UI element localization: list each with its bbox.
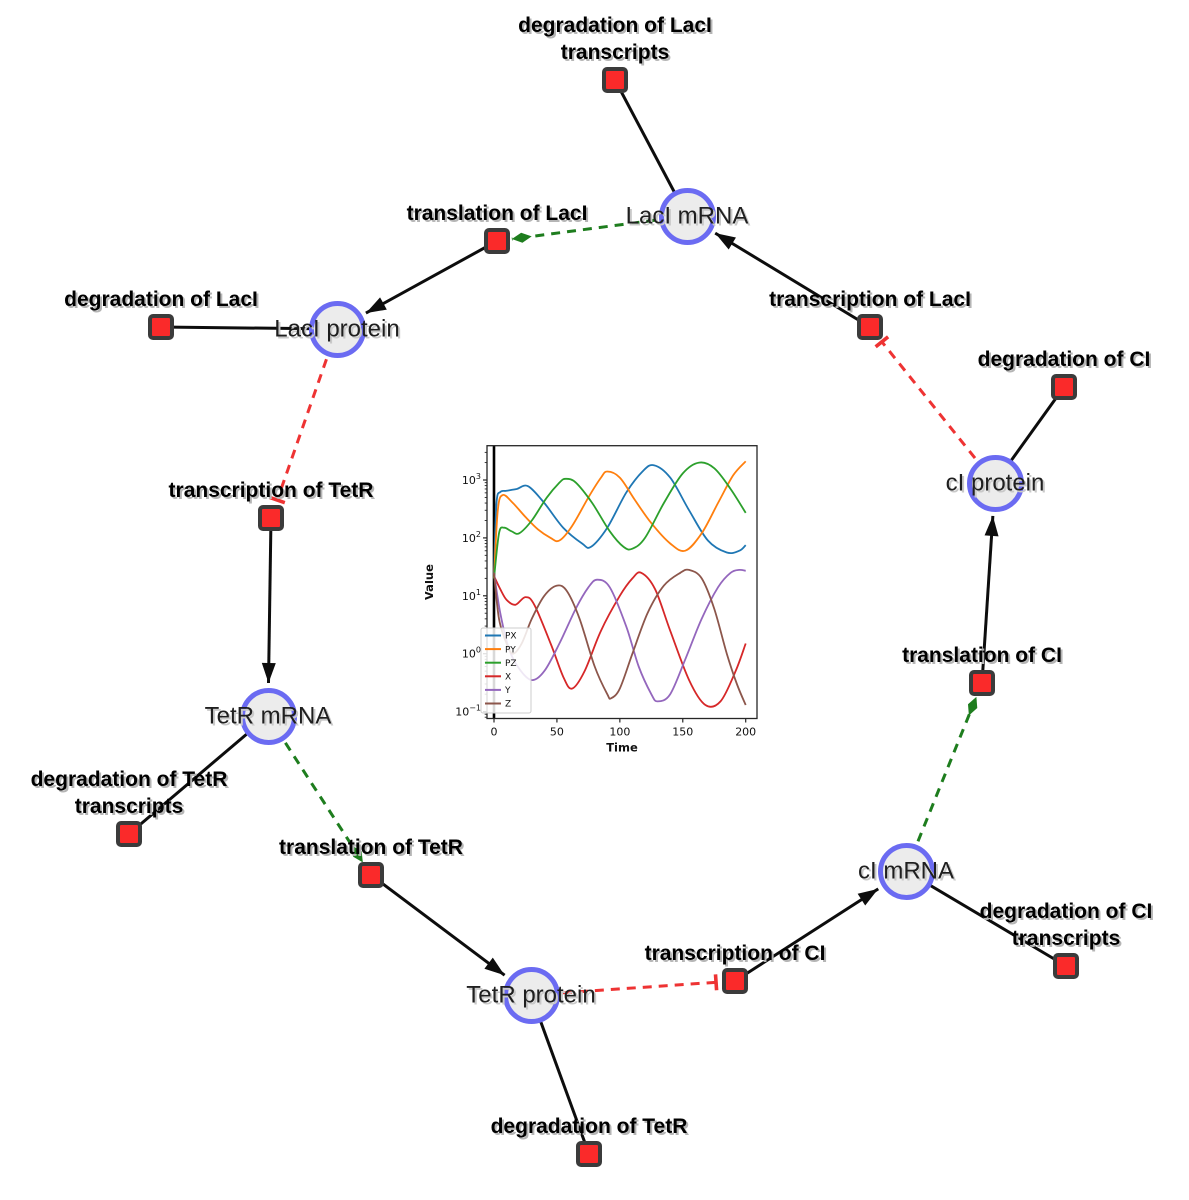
species-label-ci-mrna: cI mRNA: [858, 857, 954, 885]
chart-x-tick-label: 100: [609, 726, 630, 739]
chart-y-tick-label: 103: [462, 472, 481, 487]
species-label-ci-protein: cI protein: [945, 469, 1045, 497]
chart-y-tick-label: 10−1: [455, 704, 481, 719]
chart-y-tick-label: 100: [462, 646, 481, 661]
species-label-laci-mrna: LacI mRNA: [625, 202, 749, 230]
chart-legend-label-PY: PY: [505, 645, 516, 655]
species-node-tetr-protein: [502, 966, 560, 1024]
chart-series-X: [493, 571, 747, 708]
edge-product-translation-ci--ci-protein: [980, 515, 999, 684]
reaction-label-deg-laci-transcripts: degradation of LacI transcripts: [518, 14, 712, 64]
time-series-plot: 0 50 100 150 200 Time 10−1 100 101 102 103 Value PX P…: [425, 445, 758, 755]
edge-reactant-laci-protein--deg-laci: [160, 325, 338, 331]
edge-inhibition-laci-protein--transcription-tetr: [269, 328, 339, 505]
reaction-label-transcription-ci: transcription of CI: [644, 942, 826, 965]
reaction-label-deg-ci-transcripts: degradation of CI transcripts: [979, 900, 1153, 950]
reaction-node-deg-ci-transcripts: [1053, 953, 1079, 979]
chart-x-tick-label: 0: [491, 726, 498, 739]
reaction-label-deg-ci: degradation of CI: [977, 348, 1151, 371]
species-node-laci-mrna: [658, 187, 716, 245]
reaction-node-deg-laci-transcripts: [602, 67, 628, 93]
reaction-label-deg-laci: degradation of LacI: [64, 288, 258, 311]
edge-product-translation-laci--laci-protein: [365, 239, 498, 315]
species-label-tetr-mrna: TetR mRNA: [204, 702, 332, 730]
reaction-node-transcription-laci: [857, 314, 883, 340]
chart-y-tick-label: 101: [462, 588, 481, 603]
reaction-label-translation-laci: translation of LacI: [406, 202, 588, 225]
edge-inhibition-ci-protein--transcription-laci: [874, 335, 997, 484]
species-node-ci-protein: [966, 454, 1024, 512]
chart-y-tick-label: 102: [462, 530, 481, 545]
chart-legend-label-PX: PX: [505, 632, 517, 642]
reaction-node-deg-tetr: [576, 1141, 602, 1167]
reaction-node-translation-tetr: [358, 862, 384, 888]
chart-legend-label-PZ: PZ: [505, 659, 517, 669]
edge-modifier-laci-mrna--translation-laci: [511, 214, 688, 243]
reaction-node-deg-laci: [148, 314, 174, 340]
species-node-tetr-mrna: [239, 687, 297, 745]
chart-frame: [486, 445, 758, 720]
species-label-laci-protein: LacI protein: [274, 315, 400, 343]
chart-legend-label-Y: Y: [504, 686, 511, 696]
chart-x-tick-label: 200: [735, 726, 756, 739]
species-node-ci-mrna: [877, 842, 935, 900]
species-node-laci-protein: [308, 300, 366, 358]
reaction-node-deg-ci: [1051, 374, 1077, 400]
reaction-label-transcription-laci: transcription of LacI: [769, 288, 971, 311]
chart-legend-label-X: X: [505, 673, 511, 683]
reaction-node-transcription-ci: [722, 968, 748, 994]
chart-series-PX: [493, 464, 747, 573]
edge-modifier-tetr-mrna--translation-tetr: [266, 715, 365, 864]
chart-series-Z: [493, 568, 747, 706]
edge-product-translation-tetr--tetr-protein: [370, 873, 506, 977]
chart-y-axis-label: Value: [425, 564, 436, 600]
reaction-label-deg-tetr-transcripts: degradation of TetR transcripts: [30, 768, 228, 818]
reaction-label-deg-tetr: degradation of TetR: [490, 1115, 688, 1138]
edge-reactant-tetr-mrna--deg-tetr-transcripts: [128, 714, 269, 836]
reaction-node-deg-tetr-transcripts: [116, 821, 142, 847]
chart-series-PZ: [493, 461, 747, 579]
reaction-label-translation-tetr: translation of TetR: [279, 836, 463, 859]
reaction-node-translation-laci: [484, 228, 510, 254]
chart-x-tick-label: 50: [550, 726, 564, 739]
chart-x-tick-label: 150: [672, 726, 693, 739]
chart-legend-label-Z: Z: [505, 700, 511, 710]
inset-simulation-chart: 0 50 100 150 200 Time 10−1 100 101 102 103 Value PX P…: [425, 435, 770, 765]
species-label-tetr-protein: TetR protein: [466, 981, 596, 1009]
edge-product-transcription-tetr--tetr-mrna: [261, 517, 276, 684]
reaction-label-transcription-tetr: transcription of TetR: [168, 479, 374, 502]
reaction-node-translation-ci: [969, 670, 995, 696]
chart-series-PY: [493, 460, 747, 579]
edge-product-transcription-ci--ci-mrna: [734, 887, 880, 983]
reaction-label-translation-ci: translation of CI: [902, 644, 1062, 667]
chart-x-axis-label: Time: [606, 741, 638, 755]
edge-reactant-ci-mrna--deg-ci-transcripts: [905, 869, 1067, 968]
edge-product-transcription-laci--laci-mrna: [714, 231, 871, 329]
reaction-node-transcription-tetr: [258, 505, 284, 531]
